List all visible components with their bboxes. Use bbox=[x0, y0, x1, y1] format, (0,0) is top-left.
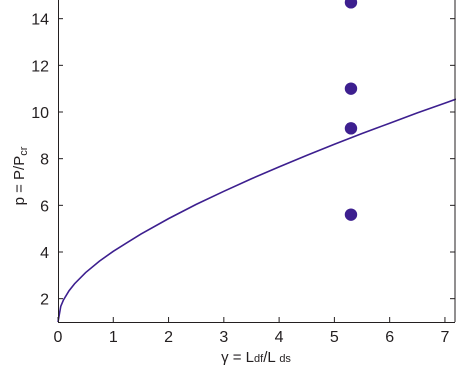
x-axis-label: γ = Ldf/L ds bbox=[221, 349, 291, 366]
x-axis-label-mid: /L bbox=[263, 349, 279, 366]
y-axis-label-prefix: p = P/P bbox=[11, 156, 28, 206]
y-tick-label: 8 bbox=[40, 152, 49, 169]
x-tick-label: 1 bbox=[109, 329, 118, 346]
y-tick-label: 4 bbox=[40, 245, 49, 262]
y-tick-label: 14 bbox=[31, 12, 49, 29]
y-tick-label: 12 bbox=[31, 58, 49, 75]
x-tick-label: 4 bbox=[275, 329, 284, 346]
y-tick-label: 6 bbox=[40, 198, 49, 215]
x-axis-label-sub2: ds bbox=[279, 353, 291, 365]
curve-line bbox=[57, 98, 456, 323]
y-axis-label-sub: cr bbox=[18, 146, 30, 156]
x-tick-label: 3 bbox=[219, 329, 228, 346]
y-tick-label: 10 bbox=[31, 105, 49, 122]
x-tick-label: 0 bbox=[54, 329, 63, 346]
x-tick-label: 6 bbox=[385, 329, 394, 346]
data-point bbox=[344, 82, 358, 95]
series-layer bbox=[57, 0, 456, 323]
data-point bbox=[344, 0, 358, 9]
y-axis-label: p = P/Pcr bbox=[11, 146, 30, 205]
y-tick-label: 2 bbox=[40, 292, 49, 309]
x-axis-label-sub1: df bbox=[254, 353, 264, 365]
data-point bbox=[344, 122, 358, 135]
x-tick-label: 5 bbox=[330, 329, 339, 346]
data-point bbox=[344, 208, 358, 221]
ticks-layer bbox=[57, 18, 455, 322]
x-tick-label: 2 bbox=[164, 329, 173, 346]
x-axis-label-prefix: γ = L bbox=[221, 349, 254, 366]
x-tick-label: 7 bbox=[440, 329, 449, 346]
